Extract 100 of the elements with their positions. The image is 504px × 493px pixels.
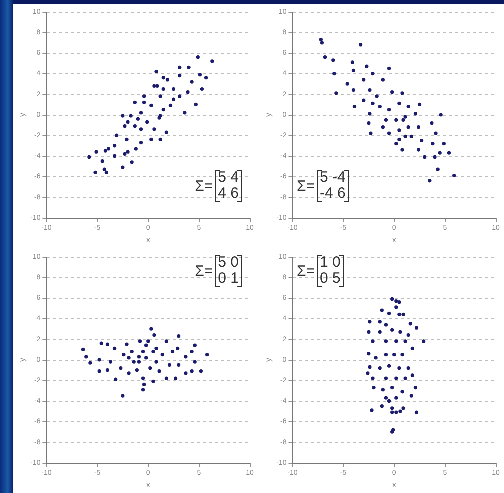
annotation: Σ= [195, 178, 214, 194]
point [381, 388, 385, 392]
point [127, 356, 131, 360]
point [98, 358, 102, 362]
point [378, 104, 382, 109]
point [404, 134, 408, 138]
point [371, 72, 375, 76]
point [384, 353, 388, 357]
point [380, 404, 384, 408]
point [398, 102, 402, 106]
x-axis-title: x [392, 480, 396, 490]
point [375, 94, 379, 98]
point [82, 348, 86, 352]
point [420, 138, 424, 143]
point [164, 340, 168, 344]
point [368, 88, 372, 92]
point [362, 98, 366, 102]
annotation: 5 4 [218, 169, 239, 186]
point [416, 148, 421, 152]
point [106, 342, 110, 346]
point [384, 340, 388, 344]
point [119, 366, 123, 370]
point [177, 334, 181, 338]
point [332, 72, 336, 76]
point [394, 396, 398, 400]
point [137, 360, 142, 364]
x-axis-title: x [146, 480, 150, 490]
point [138, 340, 142, 344]
point [164, 376, 168, 380]
point [400, 148, 404, 152]
point [108, 360, 113, 364]
point [390, 328, 394, 332]
point [154, 346, 158, 350]
point [408, 322, 412, 326]
point [384, 118, 388, 122]
point [418, 102, 422, 106]
point [433, 155, 437, 160]
point [368, 365, 372, 370]
y-axis-title: y [18, 113, 28, 117]
point [378, 330, 382, 334]
point [193, 344, 197, 348]
point [404, 340, 408, 344]
point [84, 355, 88, 359]
point [400, 390, 404, 394]
point [394, 118, 398, 122]
point [392, 353, 396, 357]
point [416, 126, 421, 130]
y-axis-title: y [18, 358, 28, 362]
point [127, 372, 131, 376]
point [390, 406, 394, 410]
annotation: 1 0 [320, 254, 341, 271]
point [404, 115, 408, 119]
point [352, 88, 356, 92]
point [428, 179, 432, 183]
point [406, 333, 410, 338]
point [398, 300, 402, 304]
point [352, 104, 357, 109]
point [150, 327, 154, 331]
point [402, 312, 406, 316]
point [362, 78, 366, 82]
point [193, 360, 197, 364]
point [144, 356, 148, 360]
point [430, 121, 434, 126]
point [423, 155, 427, 160]
point [380, 308, 384, 312]
point [394, 340, 398, 344]
point [394, 142, 398, 146]
point [206, 353, 210, 357]
annotation: 0 1 [218, 270, 239, 287]
x-axis-title: x [146, 235, 150, 244]
annotation: 0 5 [320, 270, 341, 287]
y-axis-title: y [264, 113, 274, 117]
point [406, 104, 410, 109]
point [88, 361, 92, 365]
point [141, 388, 146, 392]
point [152, 333, 156, 338]
point [436, 168, 440, 172]
point [384, 396, 388, 400]
annotation: Σ= [297, 262, 316, 280]
point [114, 378, 118, 382]
point [346, 82, 350, 86]
point [400, 353, 404, 357]
point [387, 108, 392, 112]
square-brackets: 1 0 0 5 [317, 255, 344, 287]
point [359, 43, 363, 47]
point [400, 92, 404, 96]
point [174, 376, 178, 380]
annotation: Σ= [297, 178, 316, 194]
point [368, 320, 372, 324]
point [352, 68, 356, 73]
annotation: 5 0 [218, 254, 239, 271]
point [323, 56, 328, 60]
point [398, 330, 402, 334]
point [334, 92, 338, 96]
square-brackets: 5 4 4 6 [215, 170, 242, 202]
point [176, 346, 180, 350]
point [406, 366, 410, 370]
point [122, 353, 126, 357]
point [184, 372, 188, 376]
point [381, 126, 385, 130]
